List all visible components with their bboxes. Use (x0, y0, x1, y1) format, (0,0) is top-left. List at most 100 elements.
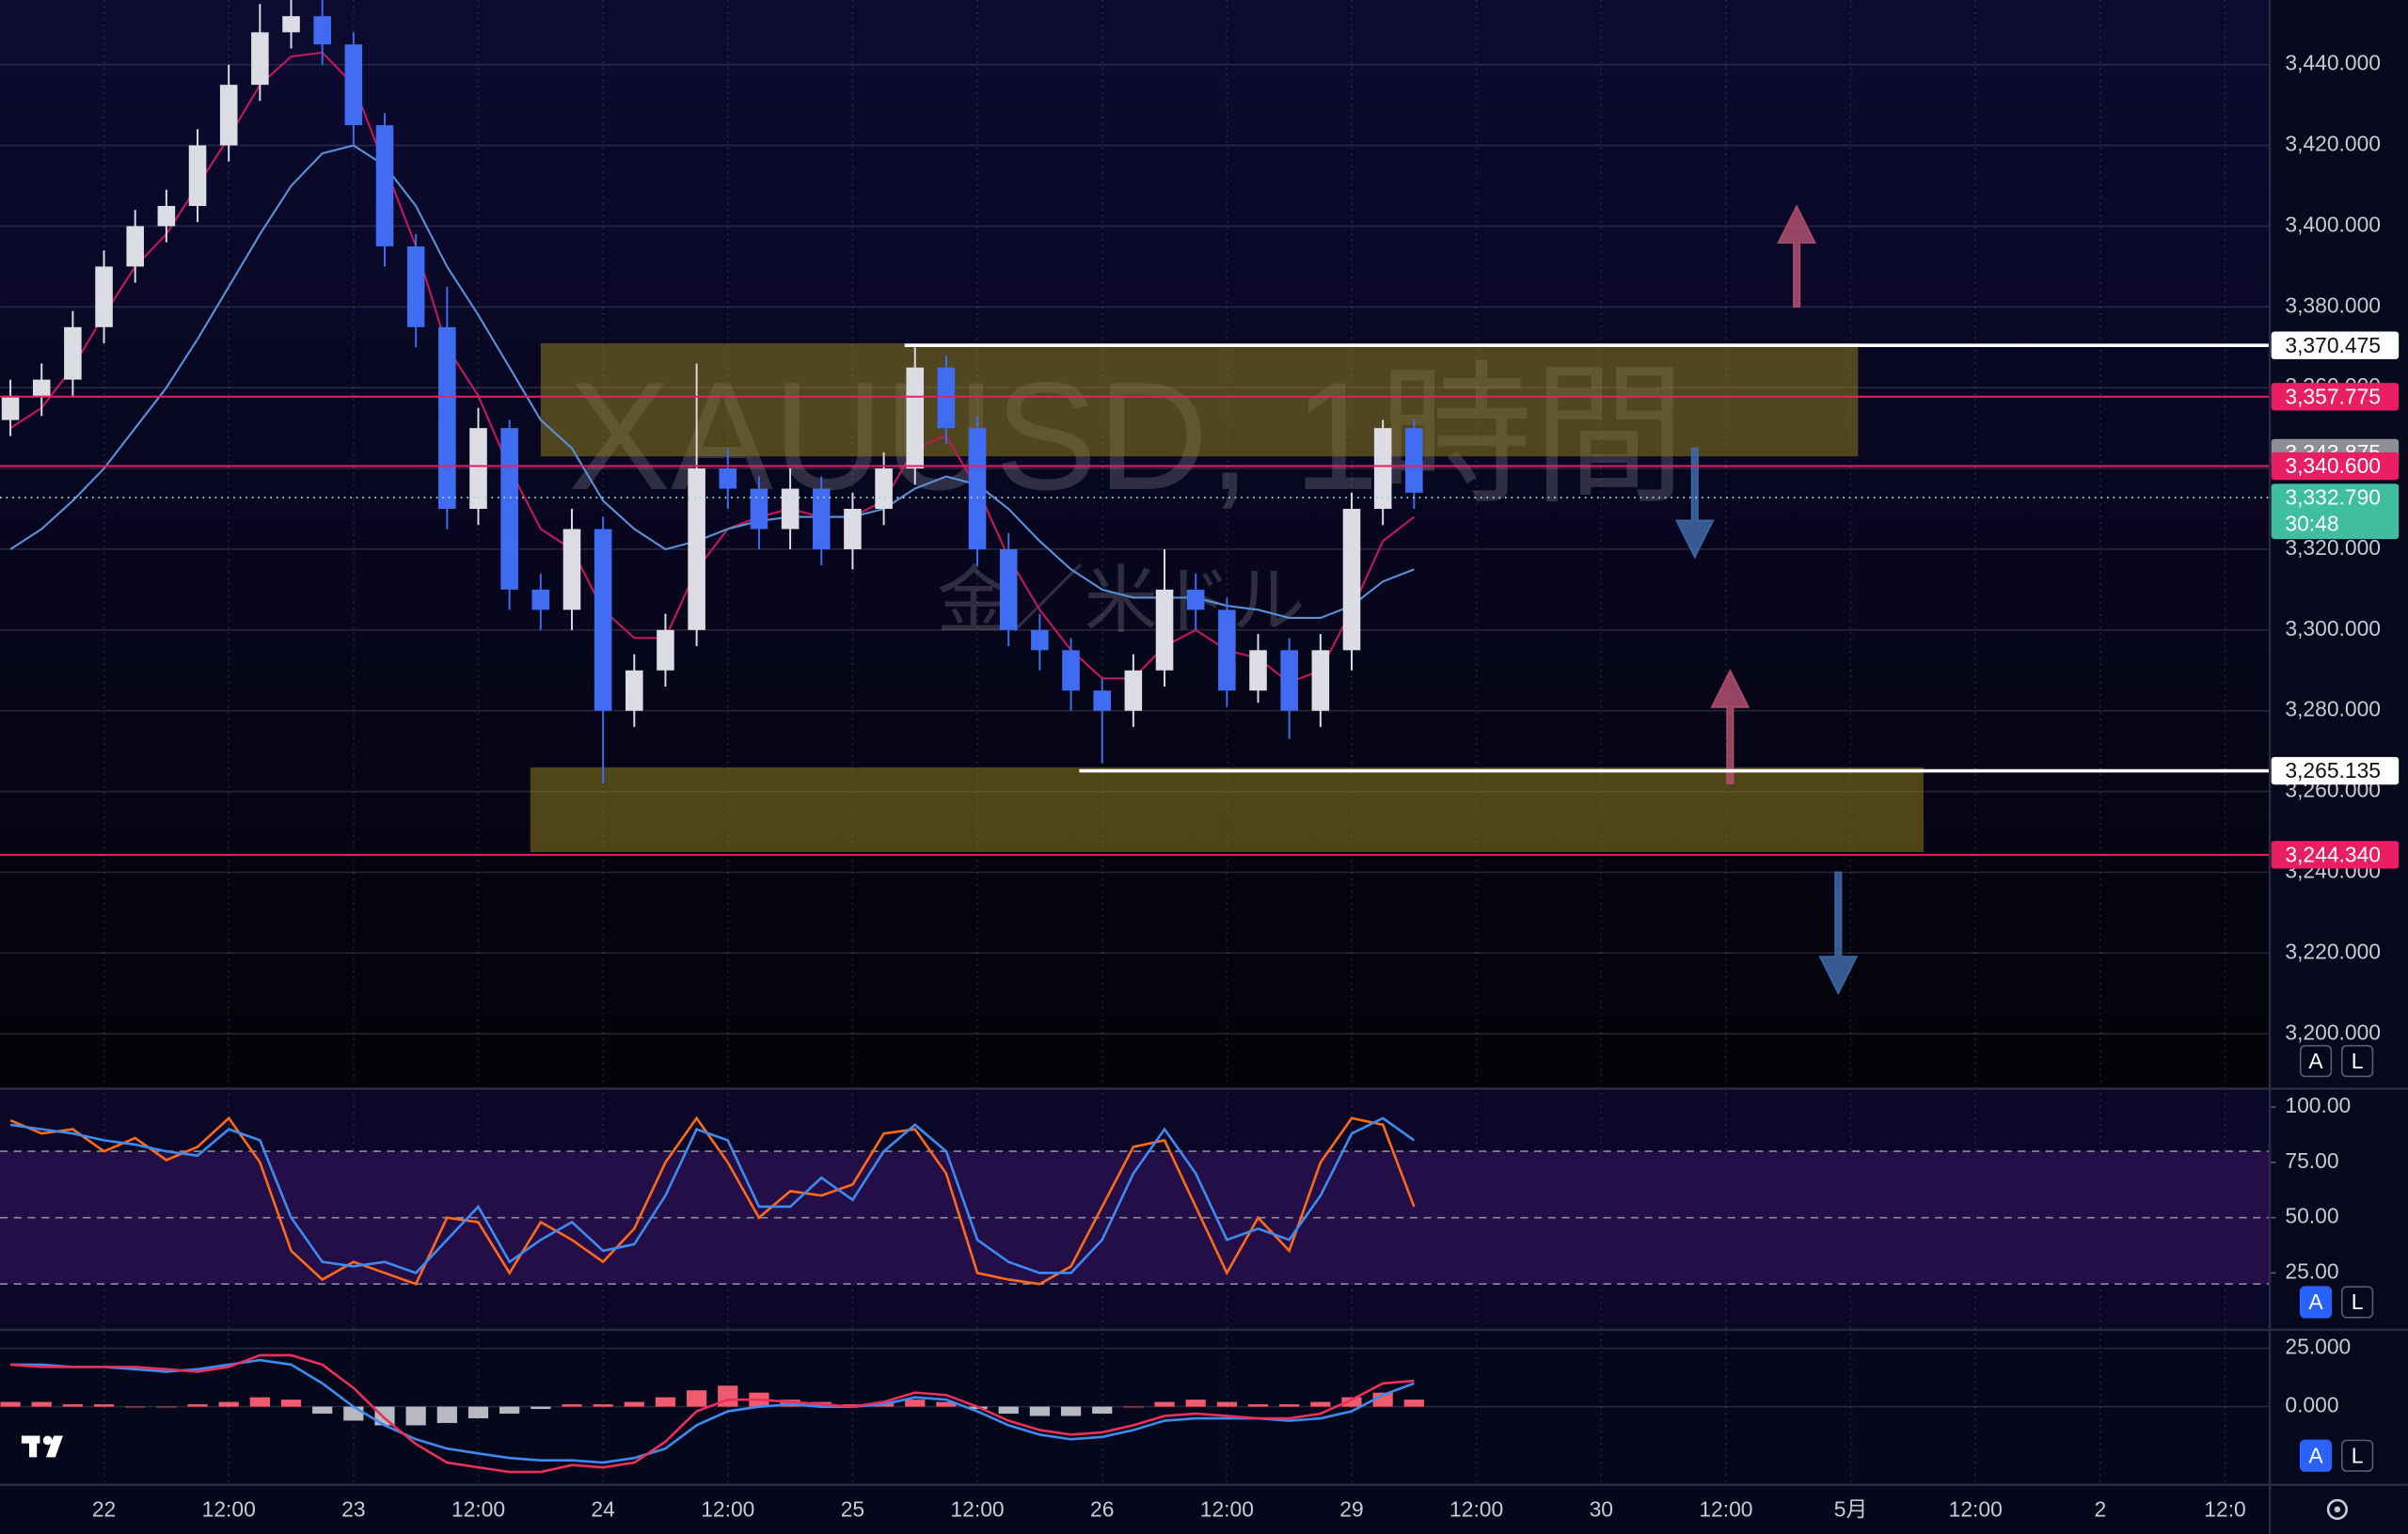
histogram-bar (1092, 1406, 1113, 1415)
zone (530, 767, 1924, 853)
histogram-bar (1341, 1397, 1362, 1407)
histogram-bar (1154, 1401, 1175, 1407)
scale-button-label[interactable]: L (2352, 1289, 2364, 1314)
candle-body (344, 44, 363, 126)
candle-body (1, 395, 20, 420)
scale-button[interactable] (2299, 1439, 2333, 1472)
candle-body (251, 32, 269, 86)
price-tag (2271, 383, 2400, 411)
histogram-bar (593, 1404, 613, 1407)
countdown-label: 30:48 (2285, 511, 2338, 535)
price-tag-label: 3,340.600 (2285, 453, 2381, 478)
histogram-bar (93, 1404, 115, 1407)
candle-body (1342, 509, 1361, 651)
histogram-bar (562, 1404, 582, 1407)
y-tick-label: 25.000 (2285, 1335, 2351, 1359)
series-line (10, 1353, 1415, 1474)
price-tag-label: 3,332.790 (2285, 485, 2381, 510)
candle-body (906, 367, 925, 469)
x-tick-label: 5月 (1834, 1497, 1868, 1522)
histogram-bar (280, 1400, 302, 1407)
histogram-bar (1310, 1401, 1331, 1407)
scale-button[interactable] (2299, 1286, 2333, 1319)
candle-body (719, 468, 737, 489)
logo (21, 1435, 63, 1458)
candle-body (812, 488, 831, 549)
settings-gear[interactable] (2326, 1498, 2348, 1520)
x-tick-label: 26 (1090, 1497, 1114, 1522)
y-tick-label: 50.00 (2285, 1204, 2338, 1228)
candle-body (1405, 428, 1423, 493)
candle-body (1280, 650, 1298, 711)
histogram-bar (624, 1401, 644, 1407)
logo-part (45, 1435, 63, 1458)
histogram-bar (1185, 1400, 1206, 1407)
histogram-bar (125, 1406, 146, 1408)
scale-button[interactable] (2299, 1045, 2333, 1078)
histogram-bar (1029, 1406, 1051, 1416)
scale-button[interactable] (2340, 1045, 2374, 1078)
histogram-bar (531, 1406, 551, 1410)
x-tick-label: 24 (591, 1497, 615, 1522)
scale-button[interactable] (2340, 1286, 2374, 1319)
histogram-bar (499, 1406, 520, 1415)
settings-icon[interactable] (2326, 1498, 2348, 1520)
price-tag-label: 3,370.475 (2285, 333, 2381, 357)
candle-body (844, 509, 862, 549)
candle-body (1031, 629, 1049, 651)
arrow (1777, 204, 1817, 308)
candle-body (1218, 609, 1236, 691)
x-tick-label: 12:00 (202, 1497, 256, 1522)
x-tick-label: 12:00 (1949, 1497, 2003, 1522)
histogram-bar (1372, 1392, 1393, 1407)
scale-button-label[interactable]: L (2352, 1049, 2364, 1073)
candle-body (594, 529, 612, 711)
candle-body (126, 226, 144, 267)
histogram-bar (62, 1404, 84, 1407)
candle-body (1093, 690, 1111, 711)
x-tick-label: 22 (92, 1497, 116, 1522)
x-tick-label: 12:00 (1450, 1497, 1503, 1522)
candle-body (531, 589, 550, 610)
price-tag (2271, 331, 2400, 359)
histogram-bar (905, 1400, 926, 1407)
y-tick-label: 3,420.000 (2285, 132, 2381, 156)
candle-body (1249, 650, 1267, 691)
histogram-bar (405, 1406, 426, 1426)
y-tick-label: 3,400.000 (2285, 212, 2381, 236)
scale-button-label[interactable]: L (2352, 1443, 2364, 1467)
candle-body (1373, 428, 1392, 510)
x-tick-label: 2 (2095, 1497, 2107, 1522)
price-tag-label: 3,244.340 (2285, 842, 2381, 866)
candle-body (657, 629, 674, 671)
y-tick-label: 3,280.000 (2285, 697, 2381, 721)
scale-button-label[interactable]: A (2308, 1443, 2323, 1467)
price-tag (2271, 451, 2400, 481)
candle-body (1155, 589, 1174, 671)
x-tick-label: 23 (341, 1497, 365, 1522)
y-tick-label: 100.00 (2285, 1093, 2351, 1117)
price-tag-label: 3,357.775 (2285, 384, 2381, 408)
candle-body (375, 125, 394, 246)
candle-body (219, 85, 238, 146)
logo-part (42, 1435, 53, 1446)
scale-button-label[interactable]: A (2308, 1049, 2323, 1073)
main-pane (0, 0, 2271, 1087)
series-line (9, 1115, 1416, 1286)
candle-body (500, 428, 518, 590)
x-tick-label: 29 (1339, 1497, 1363, 1522)
y-tick-label: 3,220.000 (2285, 939, 2381, 963)
y-tick-label: 3,300.000 (2285, 616, 2381, 640)
scale-button-label[interactable]: A (2308, 1289, 2323, 1314)
histogram-bar (998, 1406, 1019, 1415)
arrow (1818, 871, 1859, 996)
candle-body (937, 367, 956, 429)
scale-button[interactable] (2340, 1439, 2374, 1472)
settings-gear-center[interactable] (2334, 1506, 2341, 1513)
arrow (1674, 447, 1715, 560)
candle-body (562, 529, 581, 610)
candle-body (750, 488, 768, 530)
price-tag (2271, 483, 2400, 540)
